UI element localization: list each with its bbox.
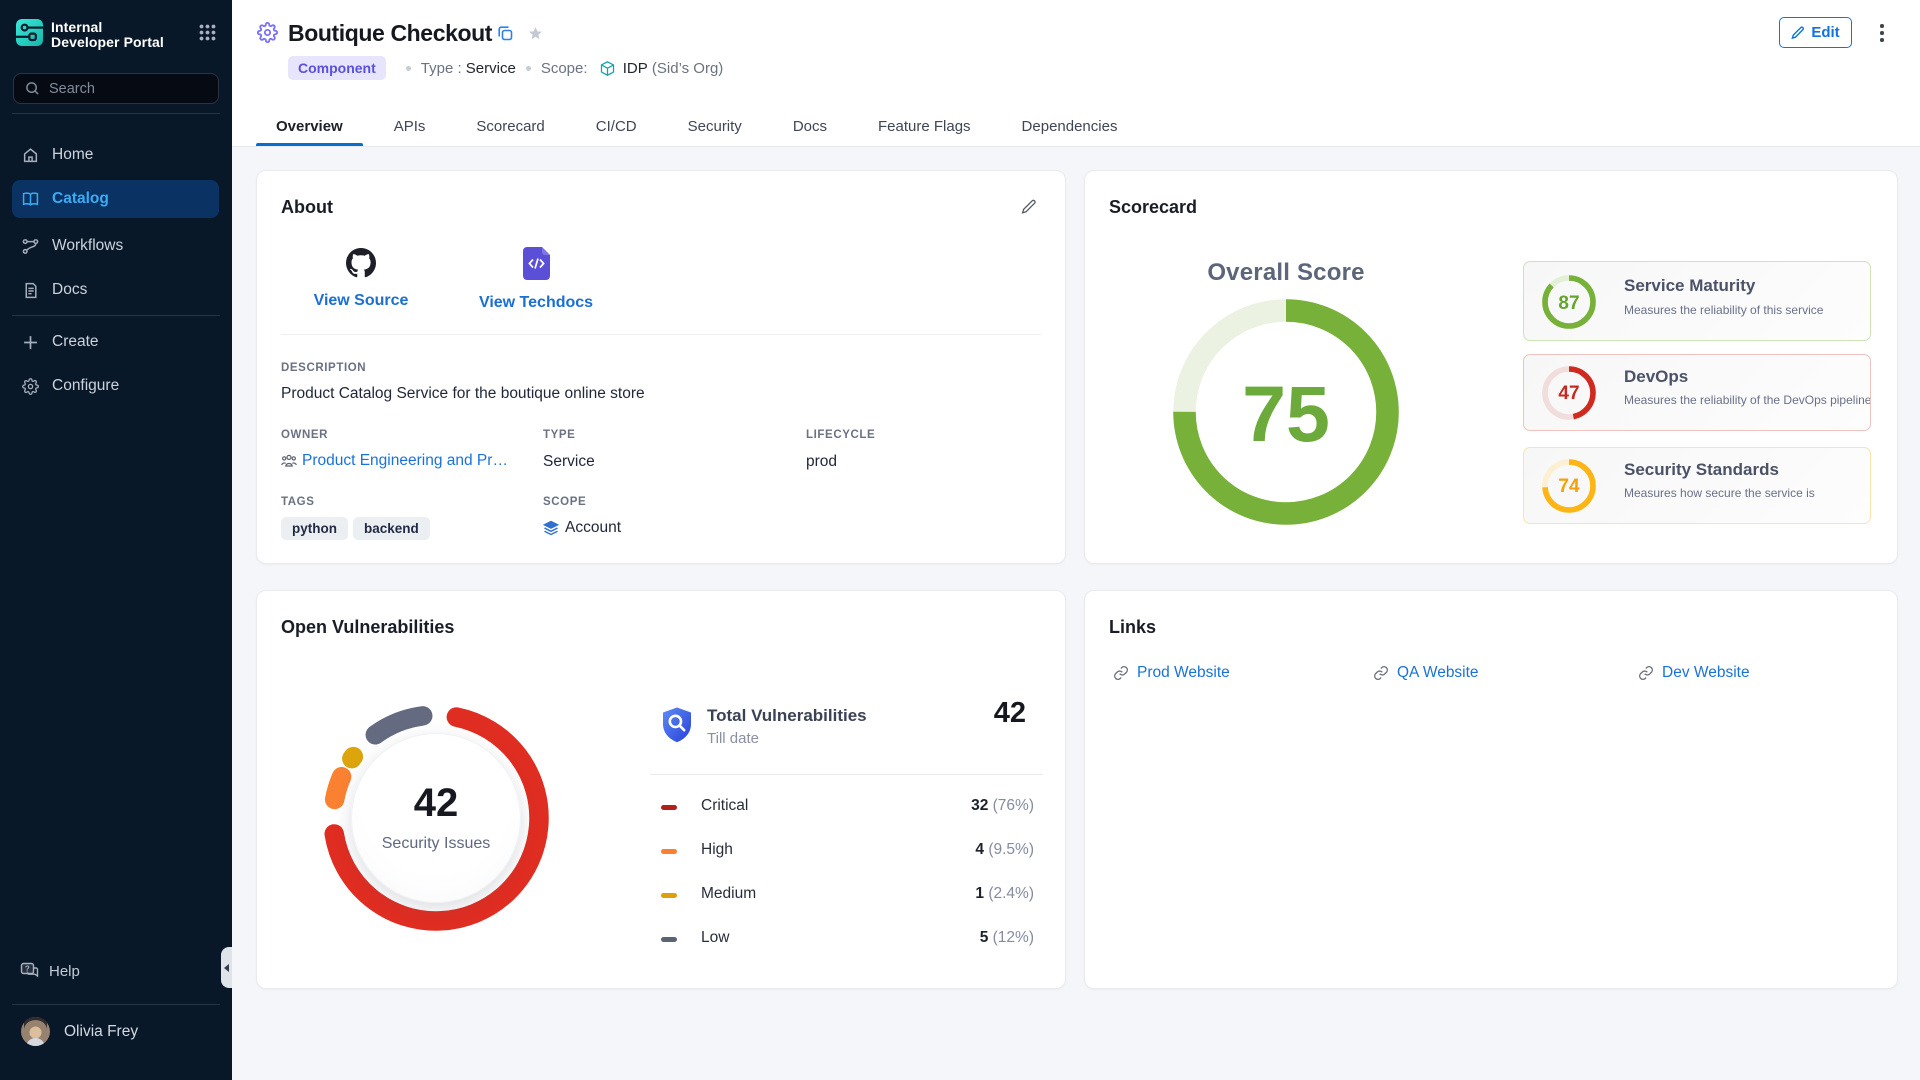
- svg-text:75: 75: [1242, 369, 1330, 458]
- svg-text:?: ?: [25, 964, 30, 973]
